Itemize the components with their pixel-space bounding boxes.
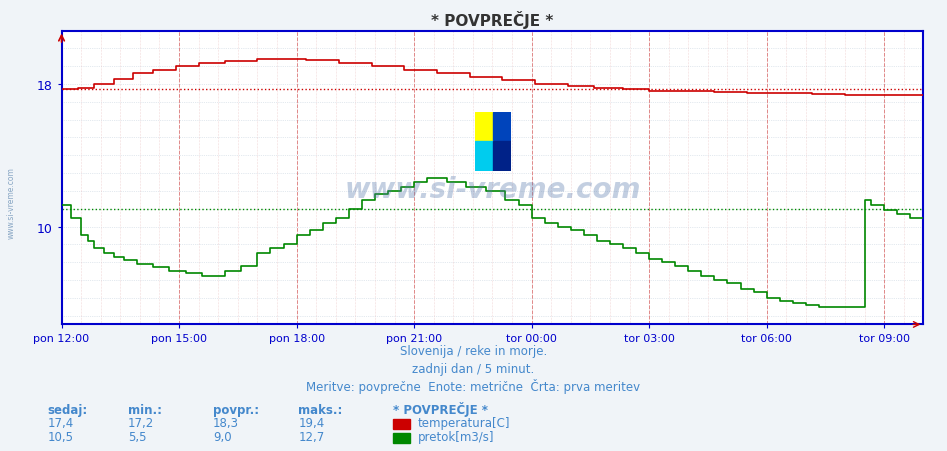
Bar	[475, 142, 493, 171]
Text: 10,5: 10,5	[47, 430, 73, 443]
Bar	[493, 113, 511, 142]
Text: maks.:: maks.:	[298, 403, 343, 416]
Text: 5,5: 5,5	[128, 430, 147, 443]
Text: 17,2: 17,2	[128, 416, 154, 429]
Text: 18,3: 18,3	[213, 416, 239, 429]
Text: zadnji dan / 5 minut.: zadnji dan / 5 minut.	[412, 362, 535, 375]
Text: Meritve: povprečne  Enote: metrične  Črta: prva meritev: Meritve: povprečne Enote: metrične Črta:…	[307, 378, 640, 393]
Title: * POVPREČJE *: * POVPREČJE *	[431, 11, 554, 29]
Text: Slovenija / reke in morje.: Slovenija / reke in morje.	[400, 344, 547, 357]
Bar	[493, 142, 511, 171]
Text: min.:: min.:	[128, 403, 162, 416]
Text: sedaj:: sedaj:	[47, 403, 88, 416]
Text: 9,0: 9,0	[213, 430, 232, 443]
Text: www.si-vreme.com: www.si-vreme.com	[344, 176, 641, 204]
Text: * POVPREČJE *: * POVPREČJE *	[393, 400, 488, 416]
Text: 19,4: 19,4	[298, 416, 325, 429]
Text: 12,7: 12,7	[298, 430, 325, 443]
Text: www.si-vreme.com: www.si-vreme.com	[7, 167, 16, 239]
Text: 17,4: 17,4	[47, 416, 74, 429]
Text: pretok[m3/s]: pretok[m3/s]	[418, 430, 494, 443]
Text: temperatura[C]: temperatura[C]	[418, 416, 510, 429]
Bar	[475, 113, 493, 142]
Text: povpr.:: povpr.:	[213, 403, 259, 416]
